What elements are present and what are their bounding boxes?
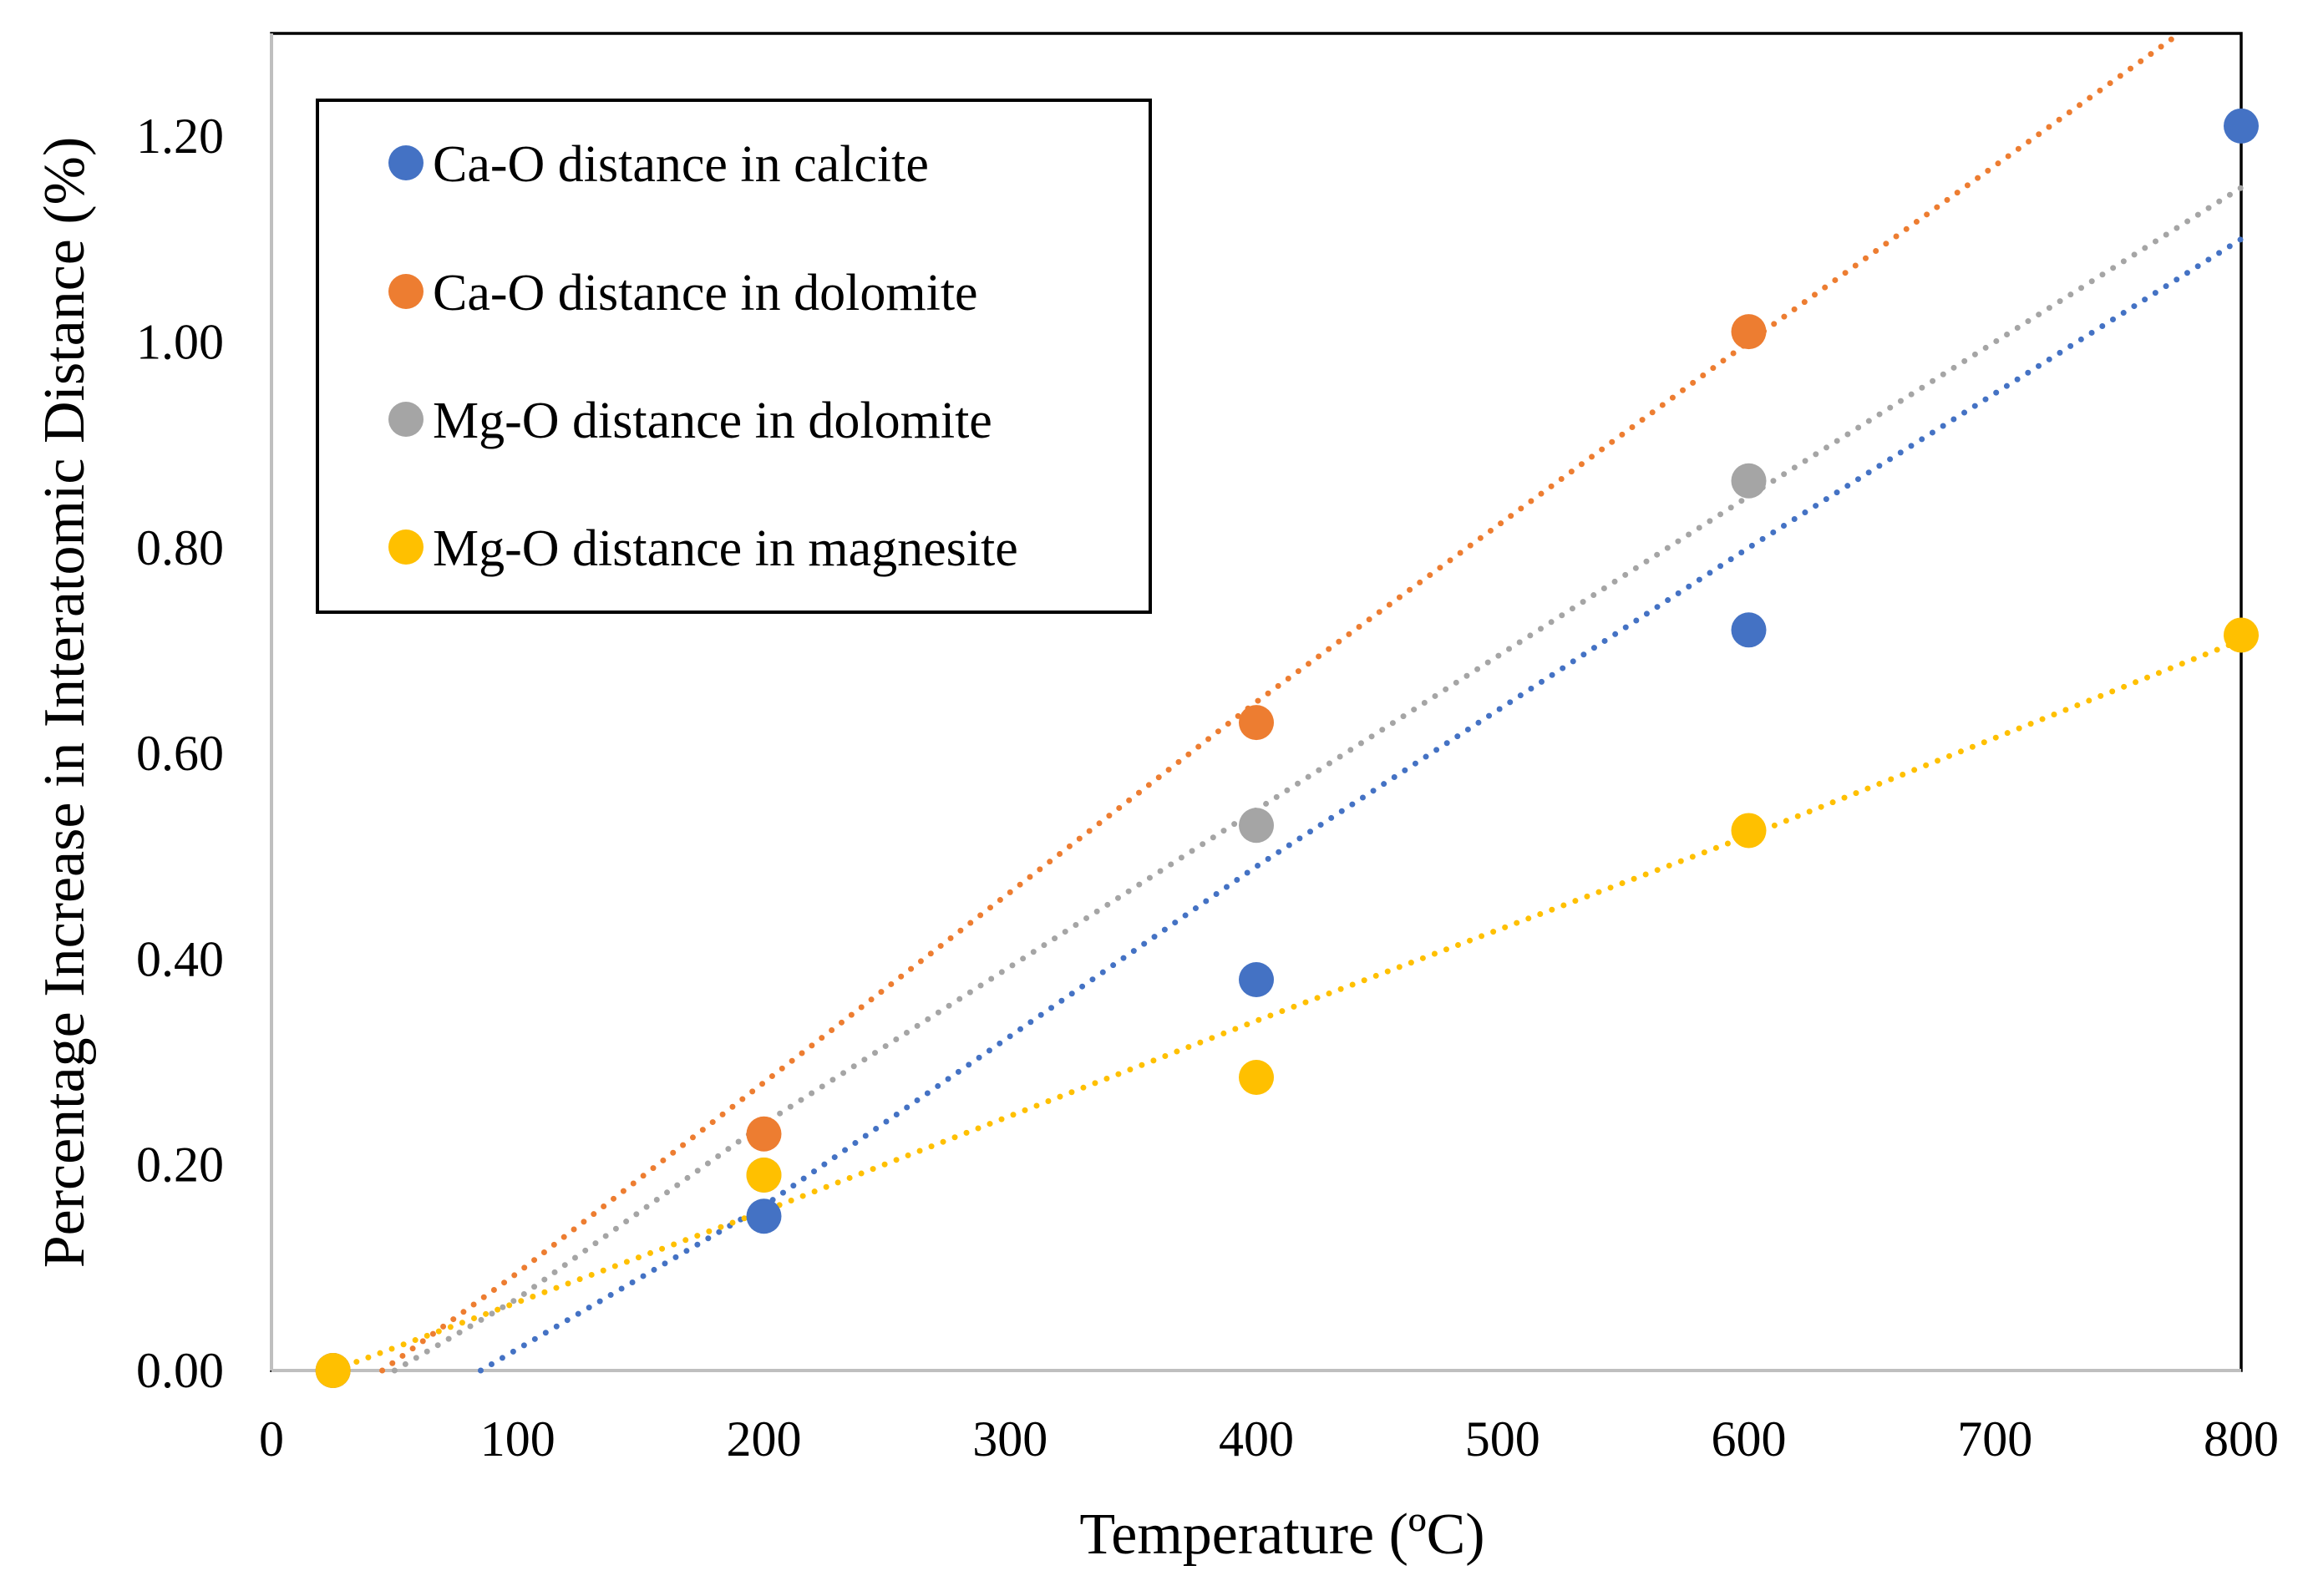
y-tick-label-0-40: 0.40	[136, 931, 224, 986]
point-mg-o-distance-in-magnesite-800	[2224, 617, 2259, 653]
y-tick-label-0-60: 0.60	[136, 726, 224, 781]
legend-label-mg-o-magnesite: Mg-O distance in magnesite	[433, 520, 1018, 577]
legend-item-ca-o-dolomite: Ca-O distance in dolomite	[388, 265, 978, 322]
trendline-ca-o-distance-in-dolomite	[379, 30, 2183, 1374]
x-axis-title: Temperature (ºC)	[1079, 1502, 1484, 1567]
x-tick-labels: 0 100 200 300 400 500 600 700 800	[259, 1411, 2279, 1467]
point-ca-o-distance-in-calcite-600	[1731, 612, 1767, 648]
legend-label-mg-o-dolomite: Mg-O distance in dolomite	[433, 393, 992, 449]
point-ca-o-distance-in-dolomite-400	[1239, 705, 1274, 741]
legend: Ca-O distance in calcite Ca-O distance i…	[316, 99, 1152, 614]
x-tick-label-500: 500	[1465, 1411, 1540, 1467]
point-ca-o-distance-in-calcite-400	[1239, 962, 1274, 998]
legend-label-ca-o-dolomite: Ca-O distance in dolomite	[433, 265, 978, 322]
trendline-mg-o-distance-in-dolomite	[391, 185, 2245, 1374]
x-tick-label-700: 700	[1957, 1411, 2032, 1467]
legend-item-mg-o-dolomite: Mg-O distance in dolomite	[388, 393, 992, 449]
point-ca-o-distance-in-calcite-200	[746, 1198, 782, 1234]
x-tick-label-200: 200	[727, 1411, 802, 1467]
point-mg-o-distance-in-magnesite-200	[746, 1158, 782, 1193]
x-tick-label-600: 600	[1712, 1411, 1787, 1467]
point-mg-o-distance-in-magnesite-600	[1731, 813, 1767, 849]
legend-marker-ca-o-dolomite	[388, 274, 424, 309]
x-tick-label-100: 100	[480, 1411, 555, 1467]
trendline-ca-o-distance-in-calcite	[478, 236, 2245, 1374]
point-ca-o-distance-in-dolomite-600	[1731, 314, 1767, 350]
y-tick-label-0-00: 0.00	[136, 1343, 224, 1398]
point-ca-o-distance-in-calcite-800	[2224, 108, 2259, 144]
legend-box	[316, 99, 1152, 614]
x-tick-label-800: 800	[2204, 1411, 2279, 1467]
point-mg-o-distance-in-dolomite-400	[1239, 808, 1274, 844]
trendlines-group	[330, 30, 2245, 1374]
x-tick-label-300: 300	[972, 1411, 1047, 1467]
trendline-mg-o-distance-in-magnesite	[330, 637, 2245, 1374]
x-tick-label-0: 0	[259, 1411, 284, 1467]
data-points-group	[315, 108, 2259, 1388]
y-tick-label-0-80: 0.80	[136, 520, 224, 575]
y-axis-title: Percentage Increase in Interatomic Dista…	[33, 137, 97, 1269]
x-tick-label-400: 400	[1219, 1411, 1294, 1467]
legend-marker-ca-o-calcite	[388, 145, 424, 180]
legend-marker-mg-o-dolomite	[388, 402, 424, 437]
y-tick-label-1-00: 1.00	[136, 314, 224, 369]
legend-item-ca-o-calcite: Ca-O distance in calcite	[388, 136, 929, 193]
legend-marker-mg-o-magnesite	[388, 529, 424, 565]
y-tick-label-0-20: 0.20	[136, 1137, 224, 1193]
point-mg-o-distance-in-dolomite-600	[1731, 463, 1767, 499]
point-mg-o-distance-in-magnesite-400	[1239, 1060, 1274, 1096]
point-mg-o-distance-in-magnesite-25	[315, 1353, 351, 1388]
y-tick-label-1-20: 1.20	[136, 109, 224, 164]
legend-item-mg-o-magnesite: Mg-O distance in magnesite	[388, 520, 1018, 577]
legend-label-ca-o-calcite: Ca-O distance in calcite	[433, 136, 929, 193]
point-ca-o-distance-in-dolomite-200	[746, 1116, 782, 1152]
y-tick-labels: 0.00 0.20 0.40 0.60 0.80 1.00 1.20	[136, 109, 224, 1398]
